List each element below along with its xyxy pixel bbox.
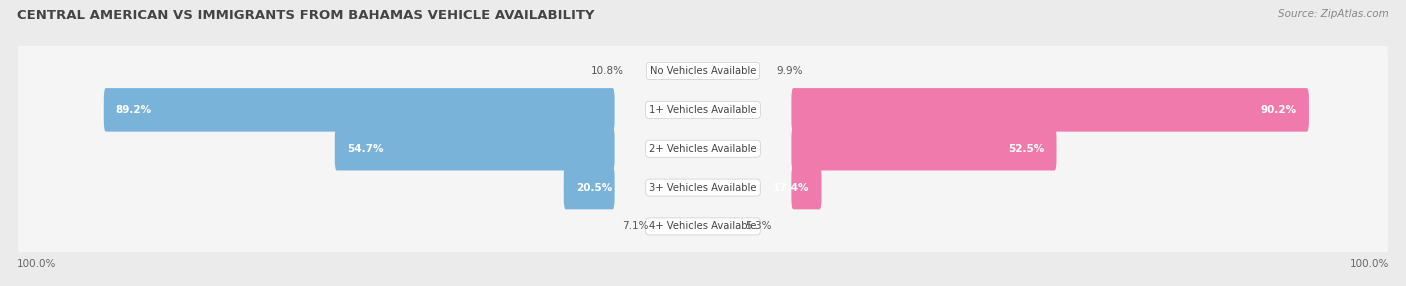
FancyBboxPatch shape bbox=[18, 26, 1388, 116]
FancyBboxPatch shape bbox=[792, 166, 821, 209]
FancyBboxPatch shape bbox=[564, 166, 614, 209]
Text: 100.0%: 100.0% bbox=[1350, 259, 1389, 269]
FancyBboxPatch shape bbox=[104, 88, 614, 132]
Text: 2+ Vehicles Available: 2+ Vehicles Available bbox=[650, 144, 756, 154]
Text: 1+ Vehicles Available: 1+ Vehicles Available bbox=[650, 105, 756, 115]
Text: 100.0%: 100.0% bbox=[17, 259, 56, 269]
FancyBboxPatch shape bbox=[18, 143, 1388, 232]
Text: 52.5%: 52.5% bbox=[1008, 144, 1045, 154]
Text: Source: ZipAtlas.com: Source: ZipAtlas.com bbox=[1278, 9, 1389, 19]
Text: 90.2%: 90.2% bbox=[1261, 105, 1296, 115]
FancyBboxPatch shape bbox=[18, 182, 1388, 271]
FancyBboxPatch shape bbox=[18, 104, 1388, 193]
Text: 5.3%: 5.3% bbox=[745, 221, 772, 231]
Text: No Vehicles Available: No Vehicles Available bbox=[650, 66, 756, 76]
Text: 89.2%: 89.2% bbox=[115, 105, 152, 115]
Text: 10.8%: 10.8% bbox=[591, 66, 624, 76]
Text: 9.9%: 9.9% bbox=[776, 66, 803, 76]
Text: 7.1%: 7.1% bbox=[623, 221, 648, 231]
Text: 4+ Vehicles Available: 4+ Vehicles Available bbox=[650, 221, 756, 231]
FancyBboxPatch shape bbox=[792, 127, 1056, 170]
Text: 54.7%: 54.7% bbox=[347, 144, 384, 154]
FancyBboxPatch shape bbox=[792, 88, 1309, 132]
Text: 3+ Vehicles Available: 3+ Vehicles Available bbox=[650, 182, 756, 192]
Text: 20.5%: 20.5% bbox=[576, 182, 612, 192]
Text: 17.4%: 17.4% bbox=[773, 182, 810, 192]
Text: CENTRAL AMERICAN VS IMMIGRANTS FROM BAHAMAS VEHICLE AVAILABILITY: CENTRAL AMERICAN VS IMMIGRANTS FROM BAHA… bbox=[17, 9, 595, 21]
FancyBboxPatch shape bbox=[18, 65, 1388, 154]
FancyBboxPatch shape bbox=[335, 127, 614, 170]
